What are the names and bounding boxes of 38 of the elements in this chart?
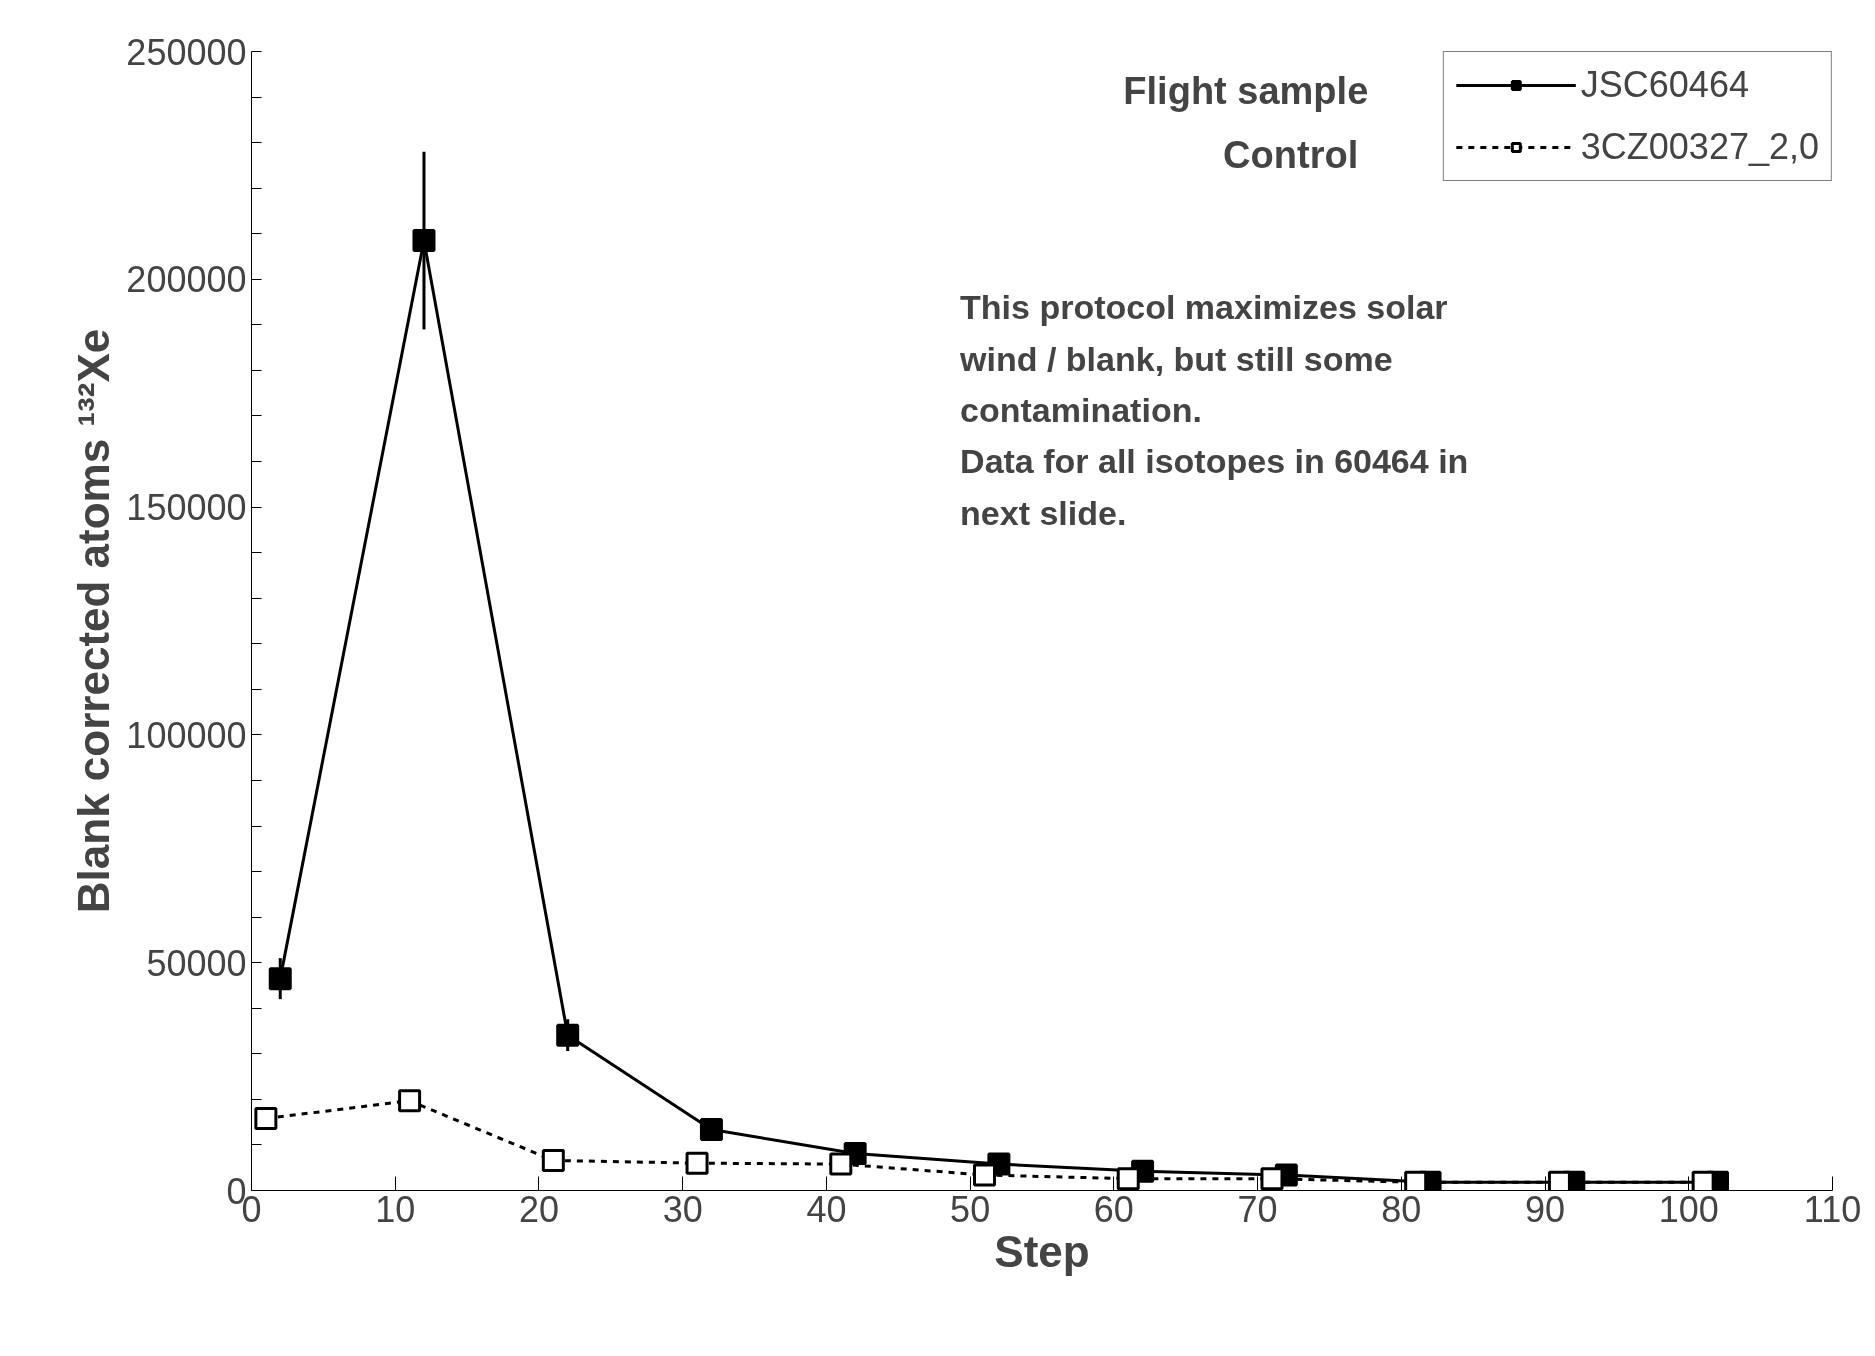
y-tick-label: 200000 (126, 259, 247, 301)
x-tick-label: 50 (950, 1188, 991, 1230)
point (1404, 1170, 1428, 1191)
point (398, 1089, 422, 1113)
x-tick-label: 40 (806, 1188, 847, 1230)
x-tick-label: 70 (1237, 1188, 1278, 1230)
y-tick-label: 50000 (146, 942, 247, 984)
x-tick-label: 110 (1803, 1188, 1862, 1230)
y-tick-label: 250000 (126, 31, 247, 73)
annotation: Control (1223, 133, 1359, 176)
x-tick-label: 10 (375, 1188, 416, 1230)
x-tick-label: 100 (1658, 1188, 1719, 1230)
point (254, 1107, 278, 1131)
y-tick-label: 150000 (126, 487, 247, 529)
annotation: This protocol maximizes solar wind / blank, but still some contamination. Data for all isotopes in 60464 in next slide. (959, 288, 1469, 532)
y-axis-title: Blank corrected atoms ¹³²Xe (69, 328, 119, 914)
point (1691, 1170, 1715, 1191)
legend-label: 3CZ00327_2,0 (1580, 126, 1819, 168)
x-tick-label: 90 (1525, 1188, 1566, 1230)
point (1260, 1167, 1284, 1191)
point (1547, 1170, 1571, 1191)
x-tick-label: 20 (518, 1188, 559, 1230)
point (412, 229, 436, 253)
point (685, 1151, 709, 1175)
annotation: Flight sample (1123, 69, 1369, 112)
point (699, 1117, 723, 1141)
point (268, 967, 292, 991)
x-tick-label: 80 (1381, 1188, 1422, 1230)
point (556, 1023, 580, 1047)
point (829, 1152, 853, 1176)
legend-label: JSC60464 (1580, 64, 1749, 106)
x-tick-label: 30 (662, 1188, 703, 1230)
point (973, 1163, 997, 1187)
point (1116, 1167, 1140, 1191)
y-tick-label: 100000 (126, 714, 247, 756)
x-tick-label: 60 (1093, 1188, 1134, 1230)
point (541, 1148, 565, 1172)
x-axis-title: Step (994, 1226, 1090, 1276)
